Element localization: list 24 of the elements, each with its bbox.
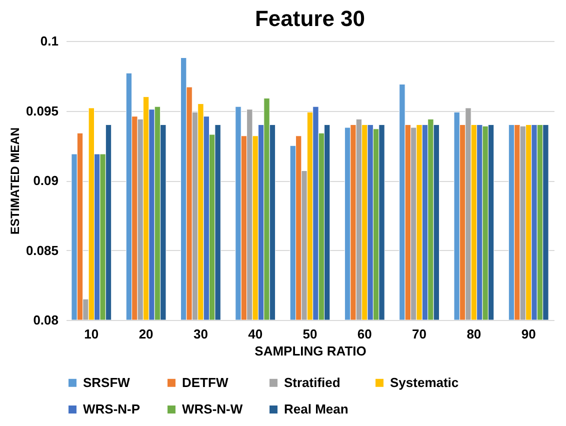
legend-label: Real Mean — [284, 402, 348, 416]
legend-label: Stratified — [284, 374, 340, 390]
legend-label: WRS-N-P — [83, 402, 140, 416]
x-axis-title: SAMPLING RATIO — [254, 344, 366, 358]
x-tick-label: 30 — [193, 326, 208, 342]
chart-title: Feature 30 — [254, 6, 366, 31]
x-tick-label: 70 — [412, 326, 427, 342]
x-tick-label: 50 — [302, 326, 318, 342]
x-tick-label: 80 — [466, 326, 482, 342]
y-tick-label: 0.08 — [33, 312, 58, 328]
x-tick-label: 20 — [138, 326, 154, 342]
y-tick-label: 0.085 — [26, 242, 58, 258]
y-tick-label: 0.1 — [40, 34, 58, 48]
x-tick-label: 10 — [84, 326, 99, 342]
legend-label: WRS-N-W — [182, 402, 244, 416]
x-tick-label: 60 — [357, 326, 372, 342]
x-tick-label: 40 — [248, 326, 263, 342]
y-axis-title: ESTIMATED MEAN — [8, 127, 22, 235]
legend-label: DETFW — [182, 374, 229, 390]
y-tick-label: 0.095 — [26, 103, 58, 118]
legend-label: Systematic — [390, 374, 459, 390]
legend-label: SRSFW — [83, 374, 131, 390]
x-tick-label: 90 — [521, 326, 536, 342]
y-tick-label: 0.09 — [33, 173, 58, 188]
